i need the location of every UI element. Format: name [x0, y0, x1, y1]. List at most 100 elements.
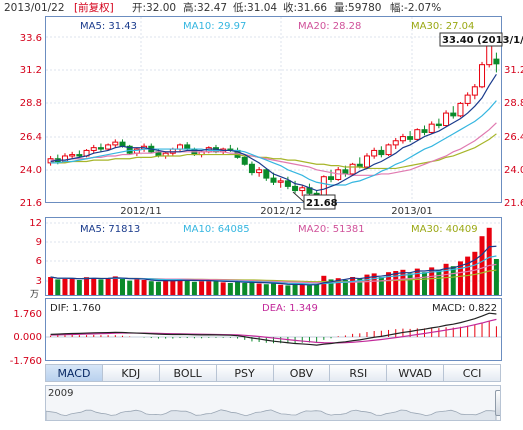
volume-bar [155, 281, 161, 295]
candle-body [443, 112, 450, 127]
volume-bar [335, 278, 341, 295]
range-navigator[interactable]: 2009 [45, 385, 501, 421]
low-callout: 21.68 [306, 198, 338, 209]
vol-ma5-line [50, 245, 497, 286]
volume-bar [278, 284, 284, 295]
vol-legend-ma5: MA5: 71813 [80, 224, 140, 235]
candle-body [277, 180, 284, 183]
vol-legend-ma10: MA10: 64085 [183, 224, 250, 235]
ma30-line [50, 133, 497, 170]
volume-bar [76, 280, 82, 295]
candle-body [169, 148, 176, 154]
tab-macd[interactable]: MACD [45, 364, 103, 382]
volume-bar [493, 259, 499, 295]
tab-wvad[interactable]: WVAD [387, 364, 445, 382]
header-date: 2013/01/22 [4, 2, 65, 14]
volume-bar [371, 273, 377, 295]
volume-bar [220, 282, 226, 295]
volume-bar [457, 261, 463, 295]
header-change: 幅:-2.07% [390, 1, 441, 14]
tab-obv[interactable]: OBV [273, 364, 331, 382]
macd-axis: 1.760 0.000 -1.760 [10, 309, 42, 367]
candle-body [471, 86, 478, 96]
volume-bar [227, 283, 233, 295]
candle-body [342, 169, 349, 175]
volume-tick: 9 [36, 237, 42, 248]
candle-body [435, 123, 442, 127]
candle-body [256, 169, 263, 174]
navigator-right-handle[interactable] [495, 390, 500, 416]
candle-body [241, 156, 248, 165]
macd-tick: 1.760 [13, 309, 42, 320]
volume-bar [342, 280, 348, 295]
candle-body [69, 154, 76, 157]
volume-bar [450, 266, 456, 295]
indicator-tabs: MACD KDJ BOLL PSY OBV RSI WVAD CCI [45, 364, 501, 382]
volume-bar [350, 277, 356, 295]
tab-kdj[interactable]: KDJ [102, 364, 160, 382]
tab-psy[interactable]: PSY [216, 364, 274, 382]
macd-legend-macd: MACD: 0.822 [432, 303, 497, 314]
navigator-selection[interactable] [500, 386, 501, 420]
navigator-area [46, 409, 497, 420]
candle-body [184, 144, 191, 150]
candle-body [112, 141, 119, 146]
volume-bar [314, 283, 320, 295]
price-tick-right: 31.2 [504, 65, 523, 76]
volume-bar [407, 273, 413, 295]
vol-legend-ma20: MA20: 51381 [298, 224, 365, 235]
candle-body [328, 176, 335, 180]
price-tick: 28.8 [20, 98, 42, 109]
tab-cci[interactable]: CCI [444, 364, 501, 382]
header-close: 收:31.66 [283, 1, 327, 14]
candle-body [90, 147, 97, 151]
header-volume: 量:59780 [334, 2, 381, 14]
macd-legend-dif: DIF: 1.760 [50, 303, 101, 314]
legend-ma5: MA5: 31.43 [80, 21, 137, 32]
volume-bar [400, 269, 406, 295]
price-series [47, 39, 500, 202]
volume-bar [263, 284, 269, 295]
volume-bar [479, 236, 485, 295]
volume-bar [98, 279, 104, 295]
volume-bar [357, 278, 363, 295]
volume-bar [306, 285, 312, 295]
candle-body [457, 102, 464, 117]
candle-body [479, 64, 486, 88]
candle-body [270, 177, 277, 183]
volume-bar [213, 281, 219, 295]
price-tick-right: 24.0 [504, 165, 523, 176]
volume-bar [177, 278, 183, 295]
volume-bar [148, 281, 154, 295]
volume-bar [386, 272, 392, 295]
candle-body [399, 136, 406, 142]
volume-bar [141, 280, 147, 295]
price-axis-right: 31.2 28.8 26.4 24.0 21.6 [504, 65, 523, 209]
volume-bar [443, 263, 449, 295]
header-open: 开:32.00 [132, 2, 176, 14]
volume-bar [55, 279, 61, 295]
candle-body [97, 147, 104, 150]
date-label: 2012/12 [260, 206, 302, 217]
volume-tick: 12 [29, 218, 42, 229]
tab-boll[interactable]: BOLL [159, 364, 217, 382]
tab-rsi[interactable]: RSI [330, 364, 388, 382]
price-tick-right: 21.6 [504, 198, 523, 209]
price-tick-right: 28.8 [504, 98, 523, 109]
candle-body [349, 163, 356, 175]
volume-bar [163, 280, 169, 295]
volume-series [48, 227, 499, 295]
candle-body [392, 140, 399, 146]
high-callout-box [439, 32, 503, 47]
volume-tick: 3 [36, 276, 42, 287]
candle-body [119, 141, 126, 147]
macd-series [50, 312, 497, 346]
volume-bar [235, 281, 241, 295]
volume-bar [206, 280, 212, 295]
volume-bar [472, 251, 478, 295]
volume-bar [199, 281, 205, 295]
volume-bar [91, 277, 97, 295]
volume-bar [127, 280, 133, 295]
price-tick: 33.6 [20, 33, 42, 44]
